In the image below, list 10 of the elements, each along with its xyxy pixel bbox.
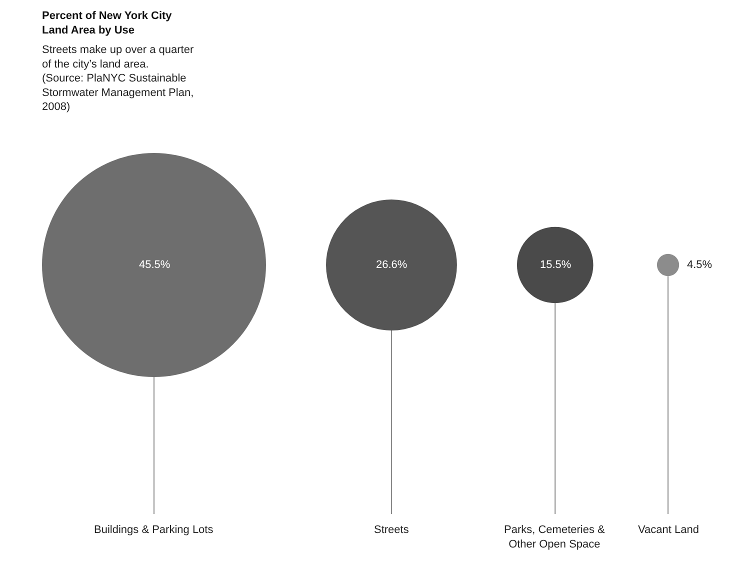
text: Streets make up over a quarter of the city’s land area. (Source: PlaNYC Sustainable Stormwater Management Plan, 2008): [42, 44, 194, 114]
data-label: 15.5%: [540, 259, 572, 271]
data-label: 4.5%: [687, 259, 712, 271]
category-label: Vacant Land: [638, 524, 699, 536]
text: Percent of New York City Land Area by Use: [42, 10, 173, 36]
data-label: 45.5%: [139, 259, 170, 271]
data-label: 26.6%: [376, 259, 408, 271]
category-label: Streets: [374, 524, 410, 536]
category-label: Parks, Cemeteries & Other Open Space: [504, 524, 606, 550]
category-label: Buildings & Parking Lots: [94, 524, 214, 536]
